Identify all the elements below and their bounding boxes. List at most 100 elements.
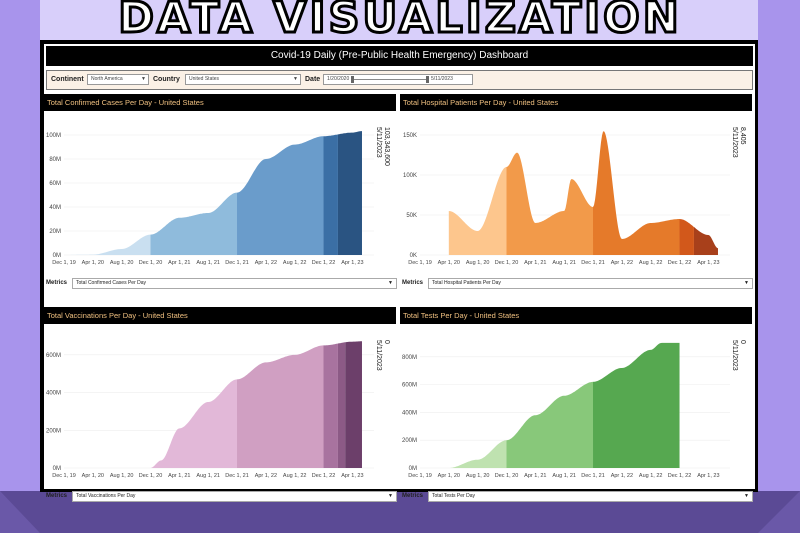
end-date-label: 5/11/2023 [375, 127, 382, 158]
x-tick-label: Dec 1, 20 [139, 473, 163, 479]
chart-svg: 0M 200M 400M 600M 800M Dec 1, 19 Apr 1, 20 Aug … [402, 340, 746, 479]
chevron-down-icon: ▼ [293, 76, 298, 82]
continent-value: North America [91, 76, 123, 82]
area-segment [448, 440, 507, 468]
x-tick-label: Dec 1, 21 [225, 473, 249, 479]
metrics-row: Metrics Total Confirmed Cases Per Day ▼ [44, 277, 397, 291]
metrics-select-tests[interactable]: Total Tests Per Day ▼ [428, 491, 753, 502]
background-corner-left [0, 491, 40, 533]
area-segment [337, 342, 346, 468]
date-start: 1/20/2020 [327, 76, 350, 82]
area-segment [150, 379, 238, 468]
x-tick-label: Aug 1, 22 [283, 260, 307, 266]
x-tick-label: Apr 1, 23 [697, 260, 719, 266]
x-tick-label: Apr 1, 23 [697, 473, 719, 479]
area-segment [679, 219, 694, 255]
x-tick-label: Dec 1, 19 [52, 260, 76, 266]
x-tick-label: Apr 1, 20 [82, 260, 104, 266]
y-tick-label: 60M [49, 181, 61, 187]
slider-handle-start[interactable] [351, 76, 354, 83]
metrics-value: Total Hospital Patients Per Day [432, 280, 501, 286]
continent-select[interactable]: North America ▼ [87, 74, 149, 85]
chart-hospital-patients: 0K 50K 100K 150K Dec 1, 19 Apr 1, 20 Aug 1, 20… [400, 113, 752, 273]
y-tick-label: 150K [403, 133, 417, 139]
end-date-label: 5/11/2023 [731, 340, 738, 371]
chart-vaccinations: 0M 200M 400M 600M Dec 1, 19 Apr 1, 20 Aug 1, 2… [44, 326, 396, 486]
chevron-down-icon: ▼ [744, 280, 749, 286]
y-tick-label: 400M [402, 410, 417, 416]
date-range-slider[interactable]: 1/20/2020 5/11/2023 [323, 74, 473, 85]
country-select[interactable]: United States ▼ [185, 74, 301, 85]
dashboard: Covid-19 Daily (Pre-Public Health Emerge… [44, 44, 755, 502]
area-segment [237, 345, 324, 468]
area-segment [345, 341, 362, 468]
chevron-down-icon: ▼ [141, 76, 146, 82]
metrics-select-hospital[interactable]: Total Hospital Patients Per Day ▼ [428, 278, 753, 289]
x-tick-label: Aug 1, 20 [466, 473, 490, 479]
background-left [0, 0, 40, 533]
x-tick-label: Apr 1, 23 [341, 260, 363, 266]
end-value-label: 0 [739, 340, 746, 344]
chart-svg: 0K 50K 100K 150K Dec 1, 19 Apr 1, 20 Aug 1, 20… [403, 127, 746, 266]
x-tick-label: Dec 1, 21 [225, 260, 249, 266]
chevron-down-icon: ▼ [388, 280, 393, 286]
metrics-label: Metrics [402, 280, 424, 286]
panel-tests: Total Tests Per Day - United States 0M 20… [400, 307, 753, 509]
x-tick-label: Apr 1, 22 [611, 473, 633, 479]
x-tick-label: Dec 1, 19 [52, 473, 76, 479]
panel-title: Total Confirmed Cases Per Day - United S… [44, 94, 396, 111]
x-tick-label: Aug 1, 22 [639, 260, 663, 266]
metrics-label: Metrics [46, 280, 68, 286]
end-value-label: 0 [383, 340, 390, 344]
y-tick-label: 200M [46, 428, 61, 434]
area-segment [323, 134, 338, 255]
x-tick-label: Apr 1, 20 [438, 260, 460, 266]
y-tick-label: 0M [53, 466, 61, 472]
chevron-down-icon: ▼ [388, 493, 393, 499]
x-tick-label: Dec 1, 21 [581, 473, 605, 479]
y-tick-label: 100M [46, 133, 61, 139]
end-value-label: 103,343,600 [383, 127, 390, 166]
x-tick-label: Apr 1, 21 [524, 260, 546, 266]
x-tick-label: Dec 1, 21 [581, 260, 605, 266]
panel-title: Total Hospital Patients Per Day - United… [400, 94, 752, 111]
date-end: 5/11/2023 [431, 76, 453, 82]
area-segment [448, 167, 507, 255]
y-tick-label: 0M [53, 253, 61, 259]
x-tick-label: Apr 1, 21 [168, 260, 190, 266]
slider-handle-end[interactable] [426, 76, 429, 83]
x-tick-label: Dec 1, 20 [139, 260, 163, 266]
metrics-value: Total Tests Per Day [432, 493, 475, 499]
x-tick-label: Aug 1, 22 [283, 473, 307, 479]
x-tick-label: Aug 1, 21 [552, 473, 576, 479]
y-tick-label: 200M [402, 438, 417, 444]
background-corner-right [758, 491, 800, 533]
x-tick-label: Aug 1, 21 [196, 260, 220, 266]
x-tick-label: Apr 1, 21 [524, 473, 546, 479]
panel-confirmed-cases: Total Confirmed Cases Per Day - United S… [44, 94, 397, 296]
x-tick-label: Dec 1, 19 [408, 260, 432, 266]
country-value: United States [189, 76, 220, 82]
x-tick-label: Apr 1, 22 [255, 260, 277, 266]
x-tick-label: Dec 1, 22 [668, 473, 692, 479]
y-tick-label: 20M [49, 229, 61, 235]
y-tick-label: 40M [49, 205, 61, 211]
metrics-row: Metrics Total Vaccinations Per Day ▼ [44, 490, 397, 504]
area-segment [64, 234, 151, 255]
x-tick-label: Aug 1, 21 [196, 473, 220, 479]
area-segment [337, 131, 362, 255]
metrics-value: Total Vaccinations Per Day [76, 493, 136, 499]
x-tick-label: Dec 1, 19 [408, 473, 432, 479]
x-tick-label: Aug 1, 22 [639, 473, 663, 479]
metrics-select-cases[interactable]: Total Confirmed Cases Per Day ▼ [72, 278, 397, 289]
x-tick-label: Dec 1, 22 [312, 260, 336, 266]
x-tick-label: Apr 1, 20 [438, 473, 460, 479]
x-tick-label: Aug 1, 20 [110, 260, 134, 266]
area-segment [237, 136, 324, 255]
area-segment [593, 131, 680, 255]
metrics-select-vaccinations[interactable]: Total Vaccinations Per Day ▼ [72, 491, 397, 502]
area-segment [506, 152, 594, 255]
background-top [0, 0, 800, 42]
metrics-label: Metrics [46, 493, 68, 499]
chart-confirmed-cases: 0M 20M 40M 60M 80M 100M Dec 1, 19 Apr 1, 20 Aug … [44, 113, 396, 273]
